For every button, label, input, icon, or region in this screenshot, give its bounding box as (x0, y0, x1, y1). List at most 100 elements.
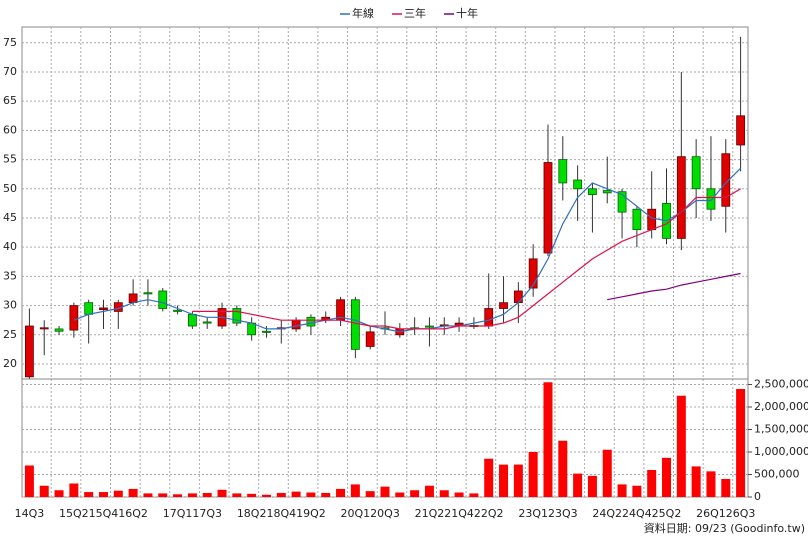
volume-bar (469, 493, 479, 497)
candle-body (143, 292, 153, 295)
y-tick-label: 55 (3, 153, 17, 166)
volume-bar (306, 492, 316, 497)
x-tick-label: 26Q1 (696, 507, 726, 520)
x-tick-label: 20Q3 (370, 507, 400, 520)
x-tick-label: 18Q4 (266, 507, 296, 520)
y-tick-label: 30 (3, 299, 17, 312)
volume-bar (632, 485, 642, 497)
volume-bar (528, 452, 538, 497)
candle-body (573, 179, 583, 190)
legend-label: 十年 (456, 6, 478, 20)
volume-bar (217, 489, 227, 497)
x-tick-label: 14Q3 (15, 507, 45, 520)
y2-tick-label: 500,000 (754, 468, 800, 481)
volume-bar (410, 490, 420, 497)
y2-tick-label: 1,000,000 (754, 445, 808, 458)
volume-bar (736, 389, 746, 497)
volume-bar (276, 492, 286, 497)
volume-bar (587, 475, 597, 497)
candle-body (291, 319, 301, 330)
candle-body (676, 156, 686, 239)
candle-body (736, 115, 745, 146)
y-tick-label: 75 (3, 36, 17, 49)
y2-tick-label: 2,500,000 (754, 378, 808, 391)
x-tick-label: 18Q2 (237, 507, 267, 520)
volume-bar (721, 479, 731, 497)
volume-bar (39, 485, 49, 497)
volume-bar (395, 492, 405, 497)
volume-bar (247, 493, 257, 497)
y-tick-label: 25 (3, 328, 17, 341)
candle-body (25, 325, 34, 378)
candle-body (588, 188, 597, 196)
x-tick-label: 22Q2 (474, 507, 504, 520)
y-tick-label: 65 (3, 94, 17, 107)
candle-body (647, 208, 657, 231)
volume-bar (662, 457, 672, 497)
volume-bar (158, 493, 168, 497)
volume-bar (54, 490, 64, 497)
candle-body (499, 302, 508, 309)
volume-bar (84, 492, 94, 497)
x-tick-label: 24Q4 (622, 507, 652, 520)
x-tick-label: 17Q1 (163, 507, 193, 520)
volume-bar (602, 449, 612, 497)
volume-bar (336, 488, 346, 497)
y-tick-label: 70 (3, 65, 17, 78)
candle-body (513, 290, 523, 304)
volume-bar (573, 473, 583, 497)
candle-body (173, 309, 182, 312)
x-tick-label: 15Q2 (59, 507, 89, 520)
candle-body (262, 330, 271, 333)
candle-body (425, 325, 434, 328)
volume-bar (69, 483, 79, 497)
volume-bar (706, 471, 716, 497)
volume-bar (365, 491, 375, 497)
volume-bar (24, 465, 34, 497)
volume-bar (617, 484, 627, 497)
volume-bar (187, 493, 197, 497)
candle-body (528, 258, 538, 289)
candle-body (706, 188, 716, 210)
x-tick-label: 23Q1 (518, 507, 548, 520)
volume-bar (143, 493, 153, 497)
ma-line (607, 272, 741, 301)
volume-bar (291, 491, 301, 497)
candle-body (543, 162, 553, 254)
volume-bar (350, 484, 360, 497)
y-tick-label: 60 (3, 123, 17, 136)
candle-body (721, 153, 731, 207)
volume-bar (380, 486, 390, 497)
volume-bar (439, 490, 449, 497)
candle-body (158, 290, 168, 309)
ma-line (192, 188, 741, 330)
candle-body (128, 293, 138, 304)
x-tick-label: 21Q2 (415, 507, 445, 520)
volume-bar (647, 470, 657, 497)
candle-body (247, 322, 257, 336)
volume-bar (113, 490, 123, 497)
x-tick-label: 17Q3 (192, 507, 222, 520)
volume-bar (454, 492, 464, 497)
candle-body (365, 331, 375, 347)
plot-frame (21, 26, 749, 498)
volume-bar (321, 492, 331, 497)
y-tick-label: 35 (3, 269, 17, 282)
candle-body (558, 159, 568, 184)
volume-bar (424, 485, 434, 497)
legend-label: 三年 (404, 6, 426, 20)
ma-line (73, 167, 742, 333)
y-tick-label: 50 (3, 182, 17, 195)
y-tick-label: 20 (3, 357, 17, 370)
volume-bar (676, 395, 686, 497)
volume-bar (173, 494, 183, 497)
volume-bar (513, 464, 523, 497)
x-tick-label: 24Q2 (592, 507, 622, 520)
volume-bar (128, 488, 138, 497)
volume-bar (543, 382, 553, 497)
y-tick-label: 40 (3, 240, 17, 253)
y2-tick-label: 0 (754, 490, 761, 503)
candle-body (602, 190, 612, 194)
volume-bar (232, 493, 242, 497)
candle-body (306, 316, 316, 327)
